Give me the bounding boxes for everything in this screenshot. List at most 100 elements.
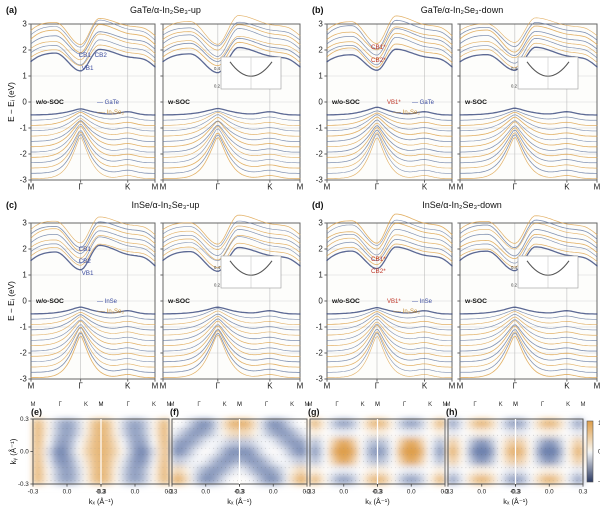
svg-text:0.0: 0.0 <box>477 489 486 496</box>
svg-text:2: 2 <box>318 45 323 54</box>
svg-text:M: M <box>449 382 456 391</box>
svg-text:0.2: 0.2 <box>214 282 221 287</box>
svg-text:GaTe/α-In₂Se₃-up: GaTe/α-In₂Se₃-up <box>130 5 201 15</box>
svg-text:1: 1 <box>22 270 27 279</box>
svg-text:M: M <box>28 183 35 192</box>
svg-text:---- In₂Se₃: ---- In₂Se₃ <box>97 110 124 116</box>
svg-text:kₓ (Å⁻¹): kₓ (Å⁻¹) <box>227 497 251 506</box>
svg-text:-2: -2 <box>316 149 324 158</box>
svg-text:M: M <box>457 183 464 192</box>
svg-text:-1: -1 <box>20 322 28 331</box>
svg-text:-2: -2 <box>20 348 28 357</box>
svg-text:0.2: 0.2 <box>511 282 518 287</box>
svg-text:-0.3: -0.3 <box>18 481 29 488</box>
svg-text:M: M <box>160 183 167 192</box>
svg-text:0: 0 <box>318 296 323 305</box>
svg-text:CB2*: CB2* <box>371 268 386 275</box>
svg-text:K: K <box>566 402 570 408</box>
svg-text:E − Eᵢ (eV): E − Eᵢ (eV) <box>6 281 16 321</box>
svg-text:K: K <box>564 382 570 391</box>
svg-text:---- In₂Se₃: ---- In₂Se₃ <box>393 110 420 116</box>
svg-text:VB1*: VB1* <box>387 100 401 106</box>
svg-text:Γ: Γ <box>513 183 518 192</box>
svg-text:M: M <box>99 402 104 408</box>
svg-text:-1: -1 <box>316 123 324 132</box>
svg-text:-1: -1 <box>316 322 324 331</box>
svg-text:-2: -2 <box>316 348 324 357</box>
svg-text:(f): (f) <box>170 407 179 417</box>
svg-text:-3: -3 <box>316 374 324 383</box>
svg-text:K: K <box>564 183 570 192</box>
svg-text:— GaTe: — GaTe <box>412 100 435 106</box>
svg-text:Γ: Γ <box>375 382 380 391</box>
svg-text:M: M <box>594 382 600 391</box>
svg-text:CB1*: CB1* <box>371 44 386 51</box>
svg-text:0.4: 0.4 <box>511 66 518 71</box>
svg-text:kₓ (Å⁻¹): kₓ (Å⁻¹) <box>365 497 389 506</box>
svg-text:0: 0 <box>318 97 323 106</box>
svg-text:-0.3: -0.3 <box>443 489 454 496</box>
svg-text:---- In₂Se₃: ---- In₂Se₃ <box>393 309 420 315</box>
svg-text:kᵧ (Å⁻¹): kᵧ (Å⁻¹) <box>9 438 18 464</box>
svg-text:Γ: Γ <box>513 382 518 391</box>
svg-text:0.4: 0.4 <box>511 265 518 270</box>
svg-text:Γ: Γ <box>375 183 380 192</box>
svg-text:K: K <box>152 402 156 408</box>
svg-text:0.2: 0.2 <box>214 83 221 88</box>
svg-text:-3: -3 <box>20 374 28 383</box>
svg-text:w/o-SOC: w/o-SOC <box>331 99 360 106</box>
svg-text:M: M <box>152 382 159 391</box>
svg-text:1: 1 <box>318 270 323 279</box>
svg-text:M: M <box>375 402 380 408</box>
svg-text:CB2: CB2 <box>79 258 92 265</box>
svg-text:(b): (b) <box>312 5 324 15</box>
svg-text:2: 2 <box>22 244 27 253</box>
svg-text:K: K <box>428 402 432 408</box>
svg-text:M: M <box>513 402 518 408</box>
svg-text:(d): (d) <box>312 200 324 210</box>
svg-text:M: M <box>237 402 242 408</box>
svg-text:w-SOC: w-SOC <box>464 99 487 106</box>
svg-text:(g): (g) <box>308 407 320 417</box>
svg-text:— InSe: — InSe <box>97 299 118 305</box>
svg-text:M: M <box>297 382 304 391</box>
svg-text:2: 2 <box>318 244 323 253</box>
svg-text:K: K <box>290 402 294 408</box>
svg-text:— GaTe: — GaTe <box>97 100 120 106</box>
svg-text:M: M <box>152 183 159 192</box>
svg-text:0.0: 0.0 <box>131 489 140 496</box>
svg-text:— InSe: — InSe <box>412 299 433 305</box>
svg-text:---- In₂Se₃: ---- In₂Se₃ <box>97 309 124 315</box>
svg-text:GaTe/α-In₂Se₃-down: GaTe/α-In₂Se₃-down <box>421 5 503 15</box>
svg-text:K: K <box>267 382 273 391</box>
svg-text:3: 3 <box>22 218 27 227</box>
svg-text:K: K <box>499 402 503 408</box>
svg-text:Γ: Γ <box>78 183 83 192</box>
svg-text:-0.3: -0.3 <box>234 489 245 496</box>
svg-text:(e): (e) <box>31 407 42 417</box>
svg-text:M: M <box>594 183 600 192</box>
svg-text:3: 3 <box>22 19 27 28</box>
svg-text:w/o-SOC: w/o-SOC <box>35 99 64 106</box>
svg-text:2: 2 <box>22 45 27 54</box>
svg-text:(c): (c) <box>6 200 17 210</box>
svg-text:0.0: 0.0 <box>407 489 416 496</box>
svg-text:0: 0 <box>22 97 27 106</box>
svg-text:0.0: 0.0 <box>201 489 210 496</box>
svg-text:K: K <box>125 183 131 192</box>
svg-text:M: M <box>297 183 304 192</box>
svg-text:-0.3: -0.3 <box>167 489 178 496</box>
svg-text:VB1: VB1 <box>82 270 94 277</box>
svg-text:-3: -3 <box>316 175 324 184</box>
svg-text:CB1: CB1 <box>79 246 92 253</box>
svg-text:Γ: Γ <box>216 382 221 391</box>
svg-text:0.0: 0.0 <box>63 489 72 496</box>
svg-text:Γ: Γ <box>216 183 221 192</box>
svg-text:M: M <box>160 382 167 391</box>
svg-text:w-SOC: w-SOC <box>167 298 190 305</box>
svg-text:w/o-SOC: w/o-SOC <box>331 298 360 305</box>
svg-text:K: K <box>422 382 428 391</box>
svg-text:w-SOC: w-SOC <box>167 99 190 106</box>
svg-text:M: M <box>449 183 456 192</box>
svg-text:K: K <box>84 402 88 408</box>
